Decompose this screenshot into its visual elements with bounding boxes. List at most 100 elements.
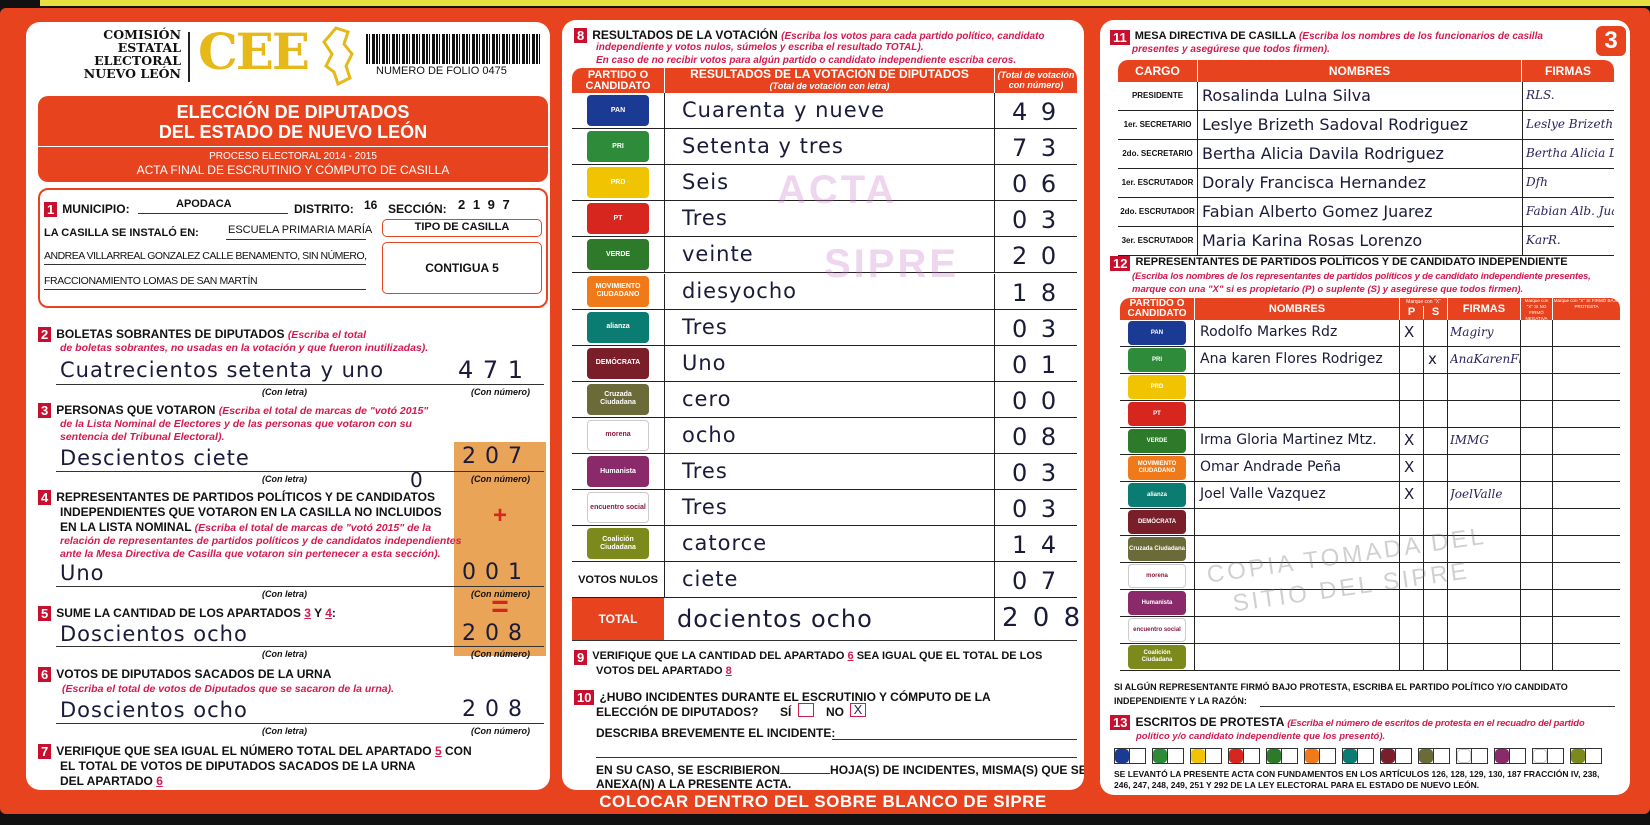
results-row: PAN Cuarenta y nueve 4 9 [572,93,1077,129]
protest-count-field[interactable] [1395,749,1411,763]
section-9-text: SEA IGUAL QUE EL TOTAL DE LOS [856,650,1043,662]
protest-count-field[interactable] [1167,749,1183,763]
protest-count-field[interactable] [1585,749,1601,763]
section-badge: 5 [38,606,52,621]
protest-box[interactable] [1418,748,1450,764]
representantes-letra: Uno [60,561,105,585]
votes-letra: diesyocho [682,278,798,303]
propietario-mark: X [1404,323,1416,341]
caso-text: HOJA(S) DE INCIDENTES, MISMA(S) QUE SE [830,763,1084,777]
total-numero: 2 0 8 [1002,603,1084,633]
ref: 4 [325,606,332,620]
protest-boxes [1114,748,1602,764]
funcionario-nombre: Doraly Francisca Hernandez [1202,173,1426,192]
no-checkbox[interactable]: X [850,703,866,717]
middle-panel: 8 RESULTADOS DE LA VOTACIÓN (Escriba los … [562,20,1084,790]
protesta-text: SI ALGÚN REPRESENTANTE FIRMÓ BAJO PROTES… [1114,682,1568,692]
votes-numero: 1 8 [1012,278,1060,307]
verde-logo-icon [1267,749,1281,763]
morena-logo-icon: morena [587,419,649,451]
propietario-mark: X [1404,458,1416,476]
prd-logo-icon: PRD [587,167,649,199]
humanista-logo-icon: Humanista [587,456,649,487]
col-letra: RESULTADOS DE LA VOTACIÓN DE DIPUTADOS (T… [664,68,994,93]
protest-count-field[interactable] [1471,749,1487,763]
votes-letra: Tres [682,459,728,483]
funcionario-firma: KarR. [1526,233,1561,247]
protest-count-field[interactable] [1509,749,1525,763]
section-badge: 7 [38,744,52,759]
instruction: (Escriba el total [287,329,367,341]
address-line: FRACCIONAMIENTO LOMAS DE SAN MARTÍN [44,275,258,287]
address-line: ESCUELA PRIMARIA MARÍA [228,224,373,236]
funcionario-firma: RLS. [1526,88,1555,102]
votes-numero: 0 6 [1012,170,1060,199]
instruction: En caso de no recibir votos para algún p… [596,55,1017,66]
section-8-title: RESULTADOS DE LA VOTACIÓN [592,28,778,42]
section-5-title: SUME LA CANTIDAD DE LOS APARTADOS [56,606,301,620]
representante-row: VERDE Irma Gloria Martinez Mtz. X IMMG [1120,428,1620,455]
protest-box[interactable] [1380,748,1412,764]
protest-box[interactable] [1494,748,1526,764]
instruction: político y/o candidato independiente que… [1136,731,1386,742]
con-numero-label: (Con número) [471,387,530,397]
results-row: MOVIMIENTO CIUDADANO diesyocho 1 8 [572,273,1077,310]
folio-number: NUMERO DE FOLIO 0475 [376,65,507,77]
representante-row: encuentro social [1120,617,1620,644]
votes-letra: veinte [682,242,754,267]
nuevo-leon-map-icon [322,26,354,86]
protest-box[interactable] [1228,748,1260,764]
protest-box[interactable] [1456,748,1488,764]
representantes-numero: 0 0 1 [462,560,523,585]
coalicion-ciudadana-logo-icon: Coalición Ciudadana [587,528,649,560]
protest-box[interactable] [1114,748,1146,764]
representante-row: DEMÓCRATA [1120,509,1620,536]
protest-count-field[interactable] [1433,749,1449,763]
municipio-label: MUNICIPIO: [62,202,130,216]
si-checkbox[interactable] [798,703,814,717]
ref: 8 [725,665,732,677]
representante-row: PT [1120,401,1620,428]
describe-label: DESCRIBA BREVEMENTE EL INCIDENTE: [596,726,836,740]
protest-box[interactable] [1190,748,1222,764]
protest-count-field[interactable] [1357,749,1373,763]
section-7-text: DEL APARTADO [60,774,153,788]
results-row: Cruzada Ciudadana cero 0 0 [572,381,1077,418]
representante-row: alianza Joel Valle Vazquez X JoelValle [1120,482,1620,509]
protest-count-field[interactable] [1319,749,1335,763]
democrata-logo-icon [1381,749,1395,763]
protest-box[interactable] [1342,748,1374,764]
protest-count-field[interactable] [1129,749,1145,763]
protest-box[interactable] [1304,748,1336,764]
representante-row: Humanista [1120,590,1620,617]
protest-box[interactable] [1570,748,1602,764]
votes-numero: 0 0 [1012,386,1060,415]
protest-box[interactable] [1266,748,1298,764]
protest-count-field[interactable] [1547,749,1563,763]
votes-letra: Cuarenta y nueve [682,98,886,122]
section-12-title: REPRESENTANTES DE PARTIDOS POLÍTICOS Y D… [1135,256,1568,268]
morena-logo-icon: morena [1128,564,1186,588]
votes-numero: 0 8 [1012,422,1060,451]
representante-firma: Magiry [1450,325,1494,339]
col-numero: (Total de votación con número) [994,68,1077,93]
suma-letra: Doscientos ocho [60,622,248,646]
protest-box[interactable] [1152,748,1184,764]
protest-count-field[interactable] [1205,749,1221,763]
municipio-value: APODACA [176,198,232,210]
legal-text: 246, 247, 248, 249, 251 Y 292 DE LA LEY … [1114,780,1480,790]
col-firmas: FIRMAS [1545,64,1591,78]
votes-numero: 0 3 [1012,459,1060,487]
protest-count-field[interactable] [1243,749,1259,763]
pri-logo-icon [1153,749,1167,763]
no-label: NO [826,705,844,719]
votes-letra: catorce [682,531,768,556]
section-badge: 13 [1110,715,1131,730]
section-13-title: ESCRITOS DE PROTESTA [1135,715,1284,729]
protest-count-field[interactable] [1281,749,1297,763]
independiente-logo-icon [1457,749,1471,763]
col-p: P [1407,306,1416,318]
protest-box[interactable] [1532,748,1564,764]
org-line: COMISIÓN [103,27,181,42]
footer-instruction: COLOCAR DENTRO DEL SOBRE BLANCO DE SIPRE [599,792,1047,811]
